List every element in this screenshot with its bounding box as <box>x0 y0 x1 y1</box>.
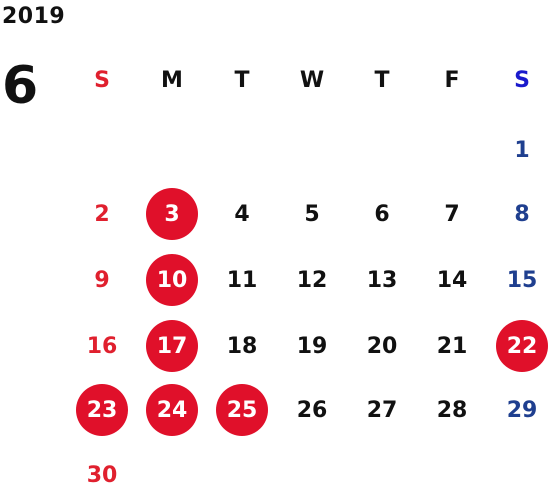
calendar-day[interactable]: 14 <box>436 267 468 293</box>
calendar-day[interactable]: 20 <box>366 333 398 359</box>
calendar-day[interactable]: 9 <box>94 267 110 293</box>
calendar-day[interactable]: 29 <box>506 397 538 423</box>
calendar-day[interactable]: 6 <box>374 201 390 227</box>
weekday-header: F <box>444 67 460 93</box>
weekday-header: T <box>234 67 250 93</box>
calendar-day-highlighted[interactable]: 22 <box>496 320 548 372</box>
weekday-header: T <box>374 67 390 93</box>
calendar-day[interactable]: 2 <box>94 201 110 227</box>
calendar-day-highlighted[interactable]: 10 <box>146 254 198 306</box>
calendar-day[interactable]: 26 <box>296 397 328 423</box>
calendar-day-highlighted[interactable]: 23 <box>76 384 128 436</box>
calendar-day[interactable]: 27 <box>366 397 398 423</box>
weekday-header: W <box>299 67 325 93</box>
year-label: 2019 <box>2 4 66 29</box>
weekday-header: S <box>514 67 530 93</box>
calendar-day[interactable]: 16 <box>86 333 118 359</box>
calendar-day[interactable]: 11 <box>226 267 258 293</box>
weekday-header: S <box>94 67 110 93</box>
calendar-day[interactable]: 30 <box>86 462 118 488</box>
calendar-day[interactable]: 28 <box>436 397 468 423</box>
calendar-day[interactable]: 13 <box>366 267 398 293</box>
month-label: 6 <box>2 56 39 116</box>
calendar-day-highlighted[interactable]: 24 <box>146 384 198 436</box>
calendar-day[interactable]: 1 <box>514 137 530 163</box>
calendar-day-highlighted[interactable]: 3 <box>146 188 198 240</box>
calendar-day-highlighted[interactable]: 25 <box>216 384 268 436</box>
calendar-day[interactable]: 18 <box>226 333 258 359</box>
calendar-day[interactable]: 4 <box>234 201 250 227</box>
calendar-day[interactable]: 12 <box>296 267 328 293</box>
calendar-day[interactable]: 5 <box>304 201 320 227</box>
calendar-day[interactable]: 8 <box>514 201 530 227</box>
calendar-day[interactable]: 21 <box>436 333 468 359</box>
calendar-day[interactable]: 15 <box>506 267 538 293</box>
weekday-header: M <box>161 67 183 93</box>
calendar-day-highlighted[interactable]: 17 <box>146 320 198 372</box>
calendar-day[interactable]: 7 <box>444 201 460 227</box>
calendar-day[interactable]: 19 <box>296 333 328 359</box>
